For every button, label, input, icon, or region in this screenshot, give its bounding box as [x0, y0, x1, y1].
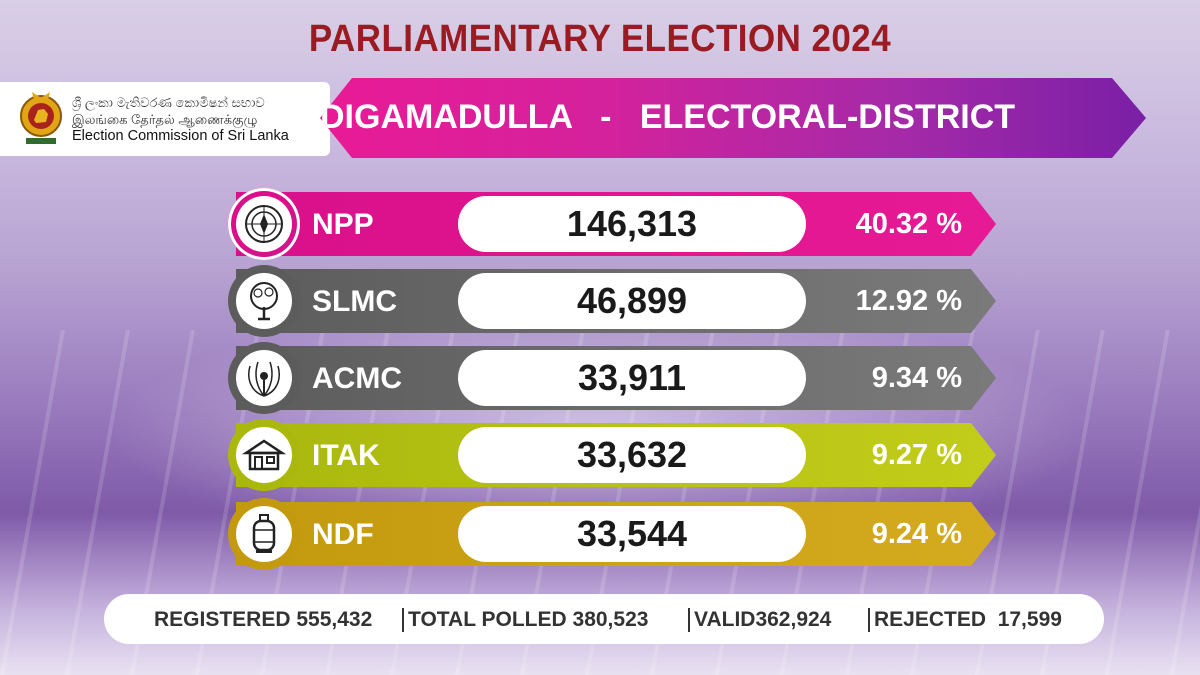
gas-cylinder-symbol-icon	[252, 514, 276, 553]
result-row-itak: ITAK 33,632 9.27 %	[228, 419, 998, 491]
total-polled-value: 380,523	[572, 608, 649, 631]
valid-stat: VALID362,924	[688, 608, 832, 633]
party-symbol-ring	[228, 419, 300, 491]
logo-line-sinhala: ශ්‍රී ලංකා මැතිවරණ කොමිෂන් සභාව	[72, 95, 265, 110]
result-row-slmc: SLMC 46,899 12.92 %	[228, 265, 998, 337]
party-percent: 40.32 %	[855, 208, 962, 240]
registered-value: 555,432	[296, 608, 373, 631]
rejected-stat: REJECTED 17,599	[868, 608, 1062, 633]
logo-line-english: Election Commission of Sri Lanka	[72, 128, 289, 144]
party-name: NPP	[312, 208, 374, 241]
compass-symbol-icon	[245, 205, 283, 243]
total-polled-stat: TOTAL POLLED 380,523	[402, 608, 649, 633]
party-percent: 12.92 %	[855, 285, 962, 317]
party-percent: 9.24 %	[871, 518, 962, 550]
party-votes: 33,632	[458, 427, 806, 483]
stat-separator	[402, 608, 404, 633]
party-percent: 9.34 %	[871, 362, 962, 394]
district-label: ELECTORAL-DISTRICT	[639, 98, 1016, 136]
district-name: DIGAMADULLA	[320, 98, 572, 136]
page-title: PARLIAMENTARY ELECTION 2024	[308, 18, 892, 60]
election-commission-logo: ශ්‍රී ලංකා මැතිවරණ කොමිෂන් සභාව இலங்கை த…	[0, 82, 330, 156]
party-name: SLMC	[312, 285, 397, 318]
party-name: ACMC	[312, 362, 402, 395]
result-row-acmc: ACMC 33,911 9.34 %	[228, 342, 998, 414]
party-symbol-ring	[228, 188, 300, 260]
party-votes: 146,313	[458, 196, 806, 252]
district-title: DIGAMADULLA - ELECTORAL-DISTRICT	[320, 98, 1015, 137]
party-percent: 9.27 %	[871, 439, 962, 471]
total-polled-label: TOTAL POLLED	[408, 608, 567, 631]
rejected-label: REJECTED	[874, 608, 987, 631]
house-symbol-icon	[242, 439, 286, 471]
party-name: ITAK	[312, 439, 380, 472]
registered-label: REGISTERED	[154, 608, 291, 631]
district-banner: DIGAMADULLA - ELECTORAL-DISTRICT	[320, 78, 1146, 158]
party-symbol-ring	[228, 265, 300, 337]
peacock-symbol-icon	[248, 361, 280, 397]
registered-stat: REGISTERED 555,432	[154, 608, 372, 632]
national-emblem-icon	[20, 92, 62, 144]
rejected-value: 17,599	[997, 608, 1062, 631]
district-separator: -	[600, 98, 612, 136]
result-row-ndf: NDF 33,544 9.24 %	[228, 498, 998, 570]
result-row-npp: NPP 146,313 40.32 %	[228, 188, 998, 260]
summary-stats-bar: REGISTERED 555,432 TOTAL POLLED 380,523 …	[104, 594, 1104, 644]
valid-value: 362,924	[755, 608, 832, 631]
stat-separator	[868, 608, 870, 633]
valid-label: VALID	[694, 608, 756, 631]
party-votes: 33,911	[458, 350, 806, 406]
logo-text: ශ්‍රී ලංකා මැතිවරණ කොමිෂන් සභාව இலங்கை த…	[72, 94, 289, 145]
party-votes: 33,544	[458, 506, 806, 562]
party-votes: 46,899	[458, 273, 806, 329]
party-symbol-ring	[228, 342, 300, 414]
party-name: NDF	[312, 518, 374, 551]
logo-line-tamil: இலங்கை தேர்தல் ஆணைக்குழு	[72, 112, 258, 127]
tree-symbol-icon	[250, 282, 278, 321]
stat-separator	[688, 608, 690, 633]
party-symbol-ring	[228, 498, 300, 570]
